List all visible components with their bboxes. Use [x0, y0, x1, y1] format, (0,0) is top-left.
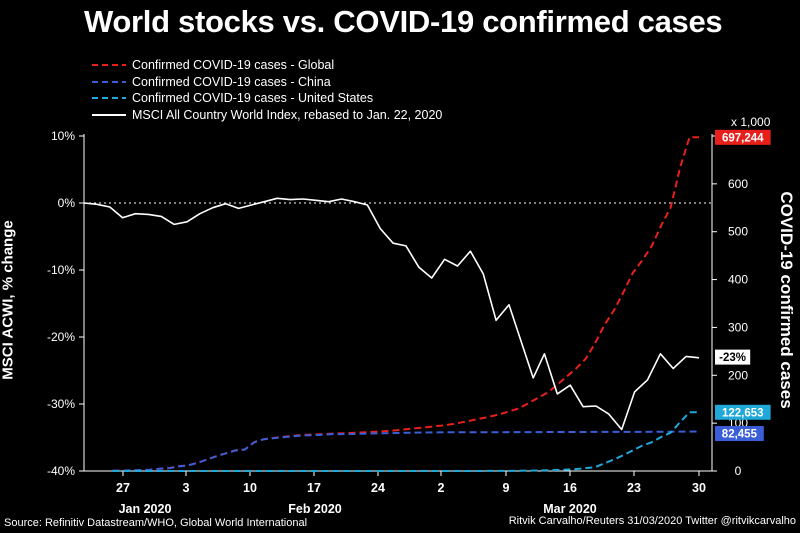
x-tick-label: 23 — [627, 481, 641, 495]
chart-legend: Confirmed COVID-19 cases - Global Confir… — [92, 57, 442, 123]
right-tick-label: 400 — [728, 273, 748, 287]
x-tick-label: 16 — [563, 481, 577, 495]
legend-swatch-china — [92, 80, 126, 83]
right-tick-label: 300 — [728, 320, 748, 334]
left-tick-label: -10% — [47, 263, 75, 277]
left-tick-label: -30% — [47, 397, 75, 411]
x-tick-label: 10 — [243, 481, 257, 495]
x-tick-label: 24 — [371, 481, 385, 495]
end-label-us: 122,653 — [722, 407, 764, 419]
left-tick-label: -40% — [47, 464, 75, 478]
legend-label-china: Confirmed COVID-19 cases - China — [132, 74, 331, 89]
legend-swatch-global — [92, 64, 126, 67]
legend-label-global: Confirmed COVID-19 cases - Global — [132, 58, 335, 73]
end-label-msci-box — [715, 349, 751, 365]
left-tick-label: 0% — [58, 196, 76, 210]
x-month-label: Feb 2020 — [288, 502, 342, 516]
right-tick-label: 0 — [735, 464, 742, 478]
x-tick-label: 3 — [183, 481, 190, 495]
x-tick-label: 30 — [692, 481, 706, 495]
end-label-china-box — [715, 426, 764, 442]
legend-label-us: Confirmed COVID-19 cases - United States — [132, 91, 374, 106]
right-axis-unit: x 1,000 — [731, 115, 771, 129]
end-label-china: 82,455 — [722, 429, 758, 441]
right-tick-label: 600 — [728, 177, 748, 191]
end-label-msci: -23% — [719, 352, 746, 364]
x-month-label: Mar 2020 — [543, 502, 597, 516]
right-tick-label: 200 — [728, 368, 748, 382]
x-month-label: Jan 2020 — [119, 502, 172, 516]
legend-item-china: Confirmed COVID-19 cases - China — [92, 74, 442, 91]
left-tick-label: 10% — [51, 129, 75, 143]
x-tick-label: 27 — [116, 481, 130, 495]
chart-title: World stocks vs. COVID-19 confirmed case… — [84, 4, 723, 39]
end-label-us-box — [715, 404, 771, 420]
x-tick-label: 17 — [307, 481, 321, 495]
series-line-china — [112, 430, 700, 472]
credit-note: Ritvik Carvalho/Reuters 31/03/2020 Twitt… — [508, 515, 796, 527]
legend-item-msci: MSCI All Country World Index, rebased to… — [92, 107, 442, 124]
legend-item-us: Confirmed COVID-19 cases - United States — [92, 90, 442, 107]
legend-swatch-msci — [92, 113, 126, 116]
right-tick-label: 500 — [728, 225, 748, 239]
end-label-global: 697,244 — [722, 132, 764, 144]
series-line-global — [112, 136, 699, 472]
legend-swatch-us — [92, 97, 126, 100]
x-tick-label: 9 — [503, 481, 510, 495]
series-line-msci — [83, 197, 700, 431]
series-line-us — [112, 411, 699, 472]
x-tick-label: 2 — [438, 481, 445, 495]
end-label-global-box — [715, 129, 771, 145]
legend-item-global: Confirmed COVID-19 cases - Global — [92, 57, 442, 74]
legend-label-msci: MSCI All Country World Index, rebased to… — [132, 107, 443, 122]
source-note: Source: Refinitiv Datastream/WHO, Global… — [4, 517, 308, 529]
left-tick-label: -20% — [47, 330, 75, 344]
